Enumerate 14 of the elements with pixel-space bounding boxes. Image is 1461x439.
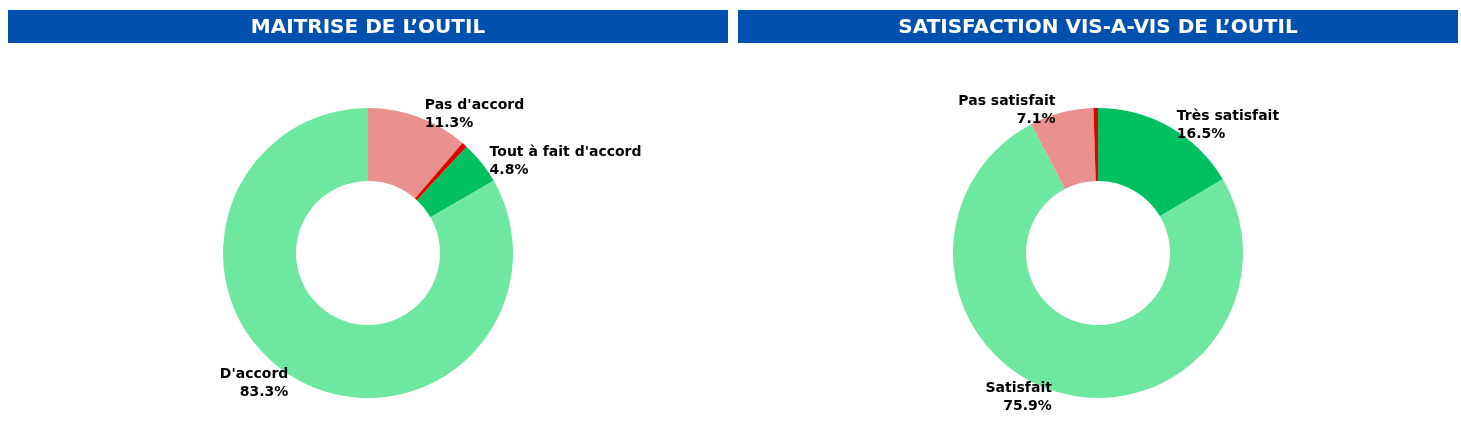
chart-title: MAITRISE DE L’OUTIL <box>8 10 728 43</box>
data-label: 7.1% <box>1016 109 1056 126</box>
data-label: 83.3% <box>239 382 289 399</box>
slice-label: Pas satisfait <box>958 91 1056 108</box>
slice-label: Pas d'accord <box>424 96 525 113</box>
chart-title: SATISFACTION VIS-A-VIS DE L’OUTIL <box>738 10 1458 43</box>
data-label: 11.3% <box>424 114 474 131</box>
slice-label: Très satisfait <box>1176 106 1280 123</box>
data-label: 4.8% <box>489 161 529 178</box>
data-label: 75.9% <box>1003 397 1052 414</box>
slice-label: Tout à fait d'accord <box>489 143 642 160</box>
slice-label: D'accord <box>219 364 289 381</box>
data-label: 16.5% <box>1176 124 1226 141</box>
slice-label: Satisfait <box>985 379 1053 396</box>
